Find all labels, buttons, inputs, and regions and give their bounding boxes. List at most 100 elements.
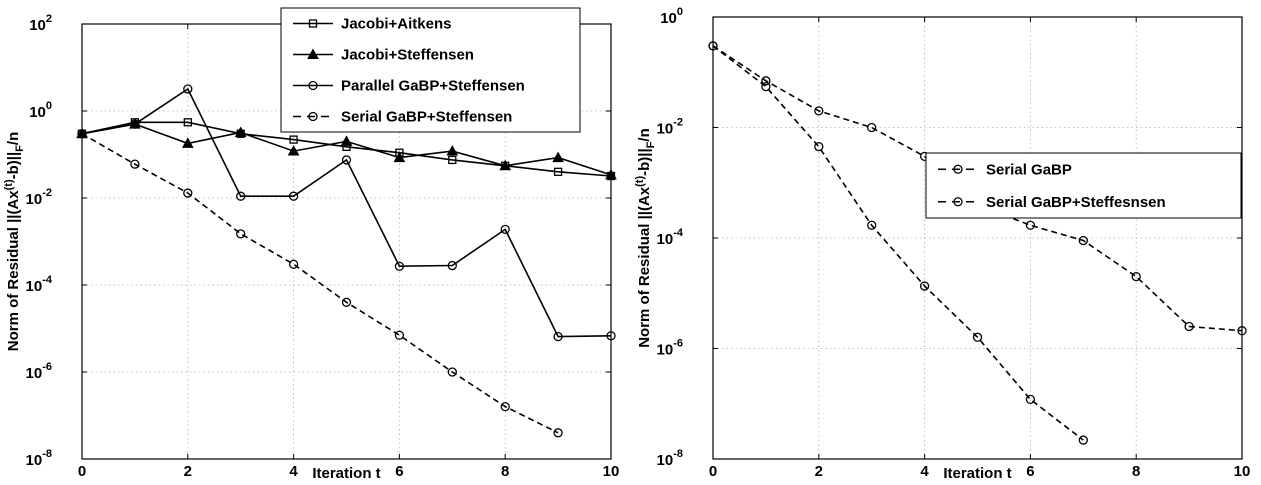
chart0-legend-label-serial-gabp-steffensen: Serial GaBP+Steffensen xyxy=(341,109,512,126)
chart1-point-serial-gabp-steffesnsen-6 xyxy=(1025,394,1036,405)
chart0-y-tick-exponent--6: -6 xyxy=(42,361,52,373)
chart1-legend: Serial GaBP Serial GaBP+Steffesnsen xyxy=(925,152,1242,219)
chart1-y-tick-label--8: 10-8 xyxy=(657,448,683,469)
chart0-legend-marker-jacobi-steffensen xyxy=(307,48,319,59)
chart0-point-serial-gabp-steffensen-4 xyxy=(288,259,299,269)
chart0-point-jacobi-aitkens-2 xyxy=(183,118,192,127)
chart0-y-tick-label-2: 102 xyxy=(29,13,52,34)
chart1-x-tick-label-6: 6 xyxy=(1026,463,1034,480)
chart1-legend-label-serial-gabp-steffesnsen: Serial GaBP+Steffesnsen xyxy=(986,194,1166,211)
chart1-legend-marker-serial-gabp xyxy=(953,164,963,174)
chart0-point-serial-gabp-steffensen-5 xyxy=(341,297,352,307)
chart1-x-tick-label-4: 4 xyxy=(920,463,929,480)
chart0-y-tick-label-0: 100 xyxy=(29,100,52,121)
chart0-point-serial-gabp-steffensen-7 xyxy=(447,367,457,377)
chart0-point-parallel-gabp-steffensen-1 xyxy=(130,119,140,129)
chart0-y-tick-label--6: 10-6 xyxy=(26,361,52,382)
chart0-x-tick-label-2: 2 xyxy=(184,463,192,480)
chart1-point-serial-gabp-steffesnsen-2 xyxy=(814,142,824,152)
chart0-point-serial-gabp-steffensen-0 xyxy=(77,129,87,139)
chart0-series-line-parallel-gabp-steffensen xyxy=(81,87,612,338)
chart1-x-tick-label-2: 2 xyxy=(815,463,823,480)
chart1-point-serial-gabp-steffesnsen-0 xyxy=(708,41,718,51)
chart1-series-serial-gabp-steffesnsen xyxy=(708,41,1088,445)
chart0-point-parallel-gabp-steffensen-7 xyxy=(447,260,457,271)
chart0-x-tick-label-6: 6 xyxy=(395,463,403,480)
chart0-point-parallel-gabp-steffensen-2 xyxy=(183,84,193,94)
chart1-y-tick-label-0: 100 xyxy=(660,6,683,27)
chart0-point-parallel-gabp-steffensen-10 xyxy=(606,331,616,341)
chart1-y-axis-label-end: /n xyxy=(636,128,653,141)
chart1-x-tick-label-8: 8 xyxy=(1132,463,1140,480)
chart1-point-serial-gabp-7 xyxy=(1078,235,1088,246)
chart0-legend-marker-jacobi-aitkens xyxy=(308,19,318,28)
chart0-point-jacobi-steffensen-4 xyxy=(287,145,300,156)
chart0-point-parallel-gabp-steffensen-8 xyxy=(500,224,510,235)
chart0-y-axis-label-end: /n xyxy=(5,132,22,145)
chart0-y-axis-label-sup: (t) xyxy=(3,179,15,190)
chart1-legend-box xyxy=(925,152,1242,219)
chart1-legend-label-serial-gabp: Serial GaBP xyxy=(986,161,1072,178)
chart0-series-line-jacobi-aitkens xyxy=(81,121,612,177)
chart1-point-serial-gabp-1 xyxy=(761,76,771,86)
chart1-y-tick-label--6: 10-6 xyxy=(657,338,683,359)
chart0-point-parallel-gabp-steffensen-4 xyxy=(288,191,299,201)
chart0-y-axis-label-sub: F xyxy=(14,145,26,152)
chart1-x-tick-label-10: 10 xyxy=(1234,463,1251,480)
chart0-point-parallel-gabp-steffensen-9 xyxy=(553,331,563,342)
chart0-y-tick-exponent-0: 0 xyxy=(46,100,52,112)
chart1-y-tick-exponent--8: -8 xyxy=(673,448,683,460)
chart1-point-serial-gabp-steffesnsen-4 xyxy=(919,281,930,291)
chart1-y-axis-label: Norm of Residual ||(Ax(t)-b)||F/n xyxy=(634,128,657,348)
chart1-point-serial-gabp-2 xyxy=(814,106,824,116)
chart1-point-serial-gabp-3 xyxy=(867,122,877,133)
chart0-point-jacobi-aitkens-9 xyxy=(553,167,563,176)
chart0-point-parallel-gabp-steffensen-5 xyxy=(341,155,352,165)
chart0-y-tick-label--2: 10-2 xyxy=(26,187,52,208)
chart0-point-jacobi-aitkens-7 xyxy=(448,155,457,165)
chart0-point-jacobi-steffensen-5 xyxy=(340,135,353,146)
chart0-legend-label-jacobi-aitkens: Jacobi+Aitkens xyxy=(341,16,451,33)
left-chart: 0 2 4 6 8 10 10-8 10-6 10-4 10-2 100 102 Iteration t… xyxy=(3,7,619,482)
chart0-x-tick-label-8: 8 xyxy=(501,463,509,480)
chart0-y-tick-exponent--2: -2 xyxy=(42,187,52,199)
chart1-point-serial-gabp-steffesnsen-3 xyxy=(867,220,877,230)
chart0-x-axis-label: Iteration t xyxy=(312,465,380,482)
chart1-y-tick-exponent-0: 0 xyxy=(677,6,683,18)
chart1-point-serial-gabp-steffesnsen-5 xyxy=(972,332,983,342)
chart1-legend-marker-serial-gabp-steffesnsen xyxy=(953,197,963,207)
chart1-y-axis-label-mid: -b)|| xyxy=(636,148,653,176)
chart0-legend-label-jacobi-steffensen: Jacobi+Steffensen xyxy=(341,47,474,64)
chart0-point-jacobi-steffensen-8 xyxy=(499,159,512,171)
chart1-y-tick-label--2: 10-2 xyxy=(657,117,683,138)
chart0-point-serial-gabp-steffensen-1 xyxy=(130,159,140,169)
chart1-y-axis-label-sub: F xyxy=(645,141,657,148)
chart0-legend-marker-parallel-gabp-steffensen xyxy=(308,80,318,91)
chart1-y-axis-label-main: Norm of Residual ||(Ax xyxy=(636,186,653,348)
chart1-y-axis-label-sup: (t) xyxy=(634,176,646,187)
chart0-point-parallel-gabp-steffensen-6 xyxy=(394,261,405,271)
chart0-point-jacobi-steffensen-9 xyxy=(552,151,564,163)
chart1-point-serial-gabp-8 xyxy=(1131,271,1141,282)
chart0-legend-label-parallel-gabp-steffensen: Parallel GaBP+Steffensen xyxy=(341,78,525,95)
chart0-y-tick-label--8: 10-8 xyxy=(26,448,52,469)
chart0-point-serial-gabp-steffensen-2 xyxy=(183,188,193,198)
chart0-point-parallel-gabp-steffensen-3 xyxy=(236,191,246,201)
chart0-y-tick-exponent-2: 2 xyxy=(46,13,52,25)
chart0-series-line-serial-gabp-steffensen xyxy=(81,133,559,434)
chart0-point-jacobi-steffensen-7 xyxy=(446,145,459,156)
chart1-x-axis-label: Iteration t xyxy=(943,465,1011,482)
chart0-point-serial-gabp-steffensen-9 xyxy=(553,428,563,438)
chart1-y-tick-exponent--6: -6 xyxy=(673,338,683,350)
chart0-x-tick-label-4: 4 xyxy=(289,463,298,480)
chart0-point-jacobi-steffensen-6 xyxy=(393,151,406,163)
chart0-y-tick-label--4: 10-4 xyxy=(26,274,53,295)
chart1-y-tick-exponent--4: -4 xyxy=(673,227,684,239)
chart0-point-jacobi-steffensen-3 xyxy=(234,126,247,138)
chart0-point-jacobi-steffensen-10 xyxy=(605,168,617,180)
chart1-point-serial-gabp-steffesnsen-1 xyxy=(761,81,771,92)
right-chart: 0 2 4 6 8 10 10-8 10-6 10-4 10-2 100 Iteration t Nor… xyxy=(634,6,1250,482)
chart1-x-tick-label-0: 0 xyxy=(709,463,717,480)
chart0-point-serial-gabp-steffensen-3 xyxy=(236,229,246,239)
